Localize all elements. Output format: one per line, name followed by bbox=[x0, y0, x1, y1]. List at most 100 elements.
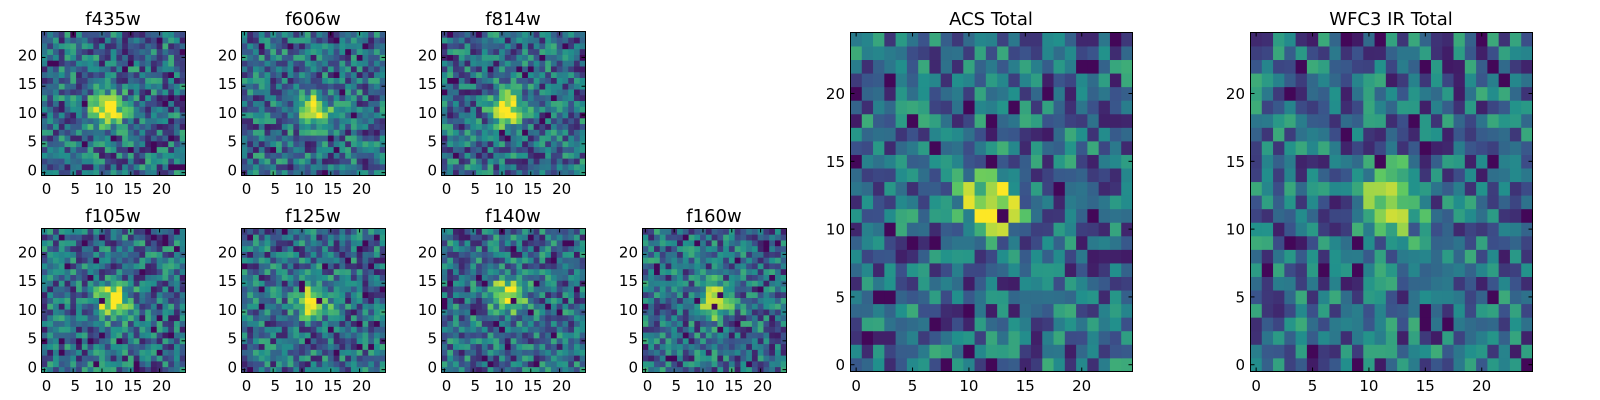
heatmap-cell bbox=[481, 286, 488, 293]
heatmap-cell bbox=[579, 129, 586, 136]
heatmap-cell bbox=[579, 37, 586, 44]
heatmap-cell bbox=[453, 31, 460, 38]
heatmap-cell bbox=[573, 337, 581, 345]
heatmap-cell bbox=[671, 280, 678, 287]
heatmap-cell bbox=[504, 54, 512, 61]
heatmap-cell bbox=[648, 366, 655, 373]
heatmap-cell bbox=[368, 263, 375, 270]
heatmap-cell bbox=[780, 320, 787, 327]
heatmap-cell bbox=[545, 89, 552, 96]
heatmap-cell bbox=[116, 117, 123, 125]
heatmap-cell bbox=[264, 123, 271, 130]
heatmap-cell bbox=[499, 274, 506, 281]
heatmap-cell bbox=[333, 343, 340, 350]
heatmap-cell bbox=[711, 366, 718, 373]
heatmap-cell bbox=[985, 222, 998, 237]
heatmap-cell bbox=[327, 123, 335, 130]
heatmap-cell bbox=[464, 71, 471, 78]
heatmap-cell bbox=[458, 245, 465, 252]
heatmap-cell bbox=[76, 106, 83, 113]
heatmap-cell bbox=[276, 355, 283, 362]
heatmap-cell bbox=[58, 135, 65, 142]
heatmap-cell bbox=[700, 343, 707, 350]
heatmap-cell bbox=[299, 117, 306, 125]
heatmap-cell bbox=[247, 43, 254, 50]
heatmap-cell bbox=[133, 123, 140, 130]
heatmap-cell bbox=[539, 349, 546, 356]
heatmap-cell bbox=[356, 291, 363, 299]
heatmap-cell bbox=[304, 71, 312, 78]
heatmap-cell bbox=[379, 163, 386, 171]
heatmap-cell bbox=[270, 37, 277, 44]
heatmap-cell bbox=[694, 314, 701, 322]
heatmap-cell bbox=[258, 268, 265, 275]
heatmap-cell bbox=[139, 100, 146, 107]
heatmap-cell bbox=[345, 100, 352, 107]
heatmap-cell bbox=[441, 234, 448, 241]
heatmap-cell bbox=[253, 257, 260, 264]
heatmap-cell bbox=[1076, 235, 1088, 250]
heatmap-cell bbox=[550, 100, 558, 107]
heatmap-cell bbox=[104, 309, 112, 316]
heatmap-cell bbox=[53, 140, 60, 148]
heatmap-cell bbox=[654, 314, 661, 322]
heatmap-cell bbox=[122, 146, 129, 153]
heatmap-cell bbox=[281, 31, 288, 38]
heatmap-cell bbox=[316, 77, 323, 84]
heatmap-cells bbox=[41, 228, 186, 373]
heatmap-cell bbox=[162, 245, 169, 252]
heatmap-cell bbox=[740, 234, 747, 241]
heatmap-cell bbox=[110, 280, 117, 287]
heatmap-cell bbox=[150, 77, 158, 84]
heatmap-cell bbox=[287, 234, 294, 241]
y-tick-label: 10 bbox=[18, 104, 37, 122]
heatmap-cell bbox=[58, 303, 65, 310]
heatmap-cell bbox=[780, 297, 787, 304]
heatmap-cell bbox=[299, 268, 306, 275]
heatmap-cell bbox=[481, 280, 488, 287]
heatmap-cell bbox=[453, 100, 460, 107]
heatmap-cell bbox=[116, 94, 123, 102]
heatmap-cell bbox=[711, 349, 718, 356]
heatmap-cell bbox=[533, 100, 540, 107]
heatmap-cell bbox=[110, 37, 117, 44]
heatmap-cell bbox=[487, 158, 494, 165]
heatmap-cell bbox=[705, 257, 713, 264]
heatmap-cell bbox=[70, 251, 77, 258]
heatmap-cell bbox=[665, 274, 672, 281]
heatmap-cell bbox=[545, 169, 552, 176]
heatmap-cell bbox=[568, 71, 575, 78]
heatmap-cell bbox=[110, 263, 117, 270]
heatmap-cell bbox=[81, 135, 88, 142]
heatmap-cell bbox=[464, 320, 471, 327]
heatmap-cell bbox=[1053, 222, 1066, 237]
heatmap-cell bbox=[162, 83, 169, 90]
heatmap-cell bbox=[545, 286, 552, 293]
heatmap-cell bbox=[562, 309, 569, 316]
heatmap-cell bbox=[316, 43, 323, 50]
heatmap-cell bbox=[150, 360, 158, 368]
heatmap-cell bbox=[545, 274, 552, 281]
heatmap-cell bbox=[464, 245, 471, 252]
heatmap-cell bbox=[93, 228, 100, 235]
heatmap-cell bbox=[510, 117, 517, 125]
heatmap-cell bbox=[648, 234, 655, 241]
heatmap-cell bbox=[104, 152, 112, 159]
heatmap-cell bbox=[464, 158, 471, 165]
heatmap-cell bbox=[1064, 181, 1077, 196]
heatmap-cell bbox=[93, 366, 100, 373]
heatmap-cell bbox=[379, 320, 386, 327]
heatmap-cell bbox=[470, 297, 477, 304]
heatmap-cell bbox=[299, 297, 306, 304]
heatmap-cell bbox=[757, 326, 764, 333]
heatmap-cell bbox=[556, 152, 563, 159]
heatmap-cell bbox=[453, 140, 460, 148]
heatmap-cell bbox=[339, 77, 346, 84]
heatmap-cell bbox=[1042, 303, 1054, 318]
heatmap-cell bbox=[654, 343, 661, 350]
heatmap-cell bbox=[270, 146, 277, 153]
heatmap-cell bbox=[568, 257, 575, 264]
heatmap-cell bbox=[58, 320, 65, 327]
heatmap-cell bbox=[368, 66, 375, 73]
heatmap-cell bbox=[247, 163, 254, 171]
